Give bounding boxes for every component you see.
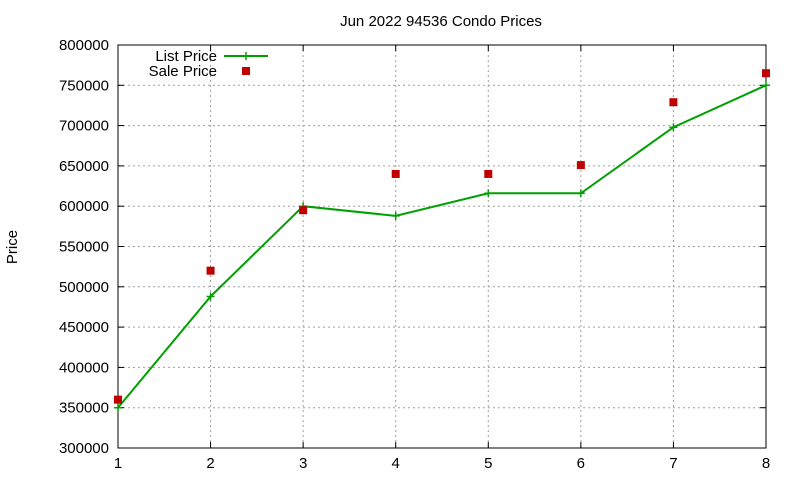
y-tick-label: 550000	[59, 239, 109, 256]
legend-label: Sale Price	[149, 63, 217, 80]
x-tick-label: 6	[577, 455, 585, 472]
y-axis-label: Price	[4, 230, 21, 264]
x-tick-label: 2	[206, 455, 214, 472]
y-tick-label: 750000	[59, 77, 109, 94]
list-price-point	[762, 81, 770, 90]
y-tick-label: 400000	[59, 359, 109, 376]
sale-price-point	[391, 169, 400, 178]
y-tick-label: 700000	[59, 118, 109, 135]
list-price-line	[117, 84, 767, 409]
list-price-point	[484, 189, 493, 198]
x-tick-label: 4	[392, 455, 400, 472]
sale-price-point	[484, 169, 493, 178]
sale-price-point	[762, 69, 770, 78]
y-tick-label: 500000	[59, 279, 109, 296]
x-tick-label: 1	[114, 455, 122, 472]
x-tick-label: 7	[669, 455, 677, 472]
y-tick-label: 600000	[59, 198, 109, 215]
y-tick-labels: 300000 350000 400000 450000 500000 550000 6000…	[59, 37, 109, 457]
x-tick-label: 5	[484, 455, 492, 472]
x-tick-label: 8	[762, 455, 770, 472]
y-tick-label: 650000	[59, 158, 109, 175]
axis-ticks	[117, 44, 767, 449]
list-price-point	[114, 403, 122, 412]
legend-swatch-cross	[242, 52, 250, 60]
grid	[118, 45, 766, 448]
legend-swatch-square	[242, 67, 250, 75]
y-tick-label: 800000	[59, 37, 109, 54]
sale-price-point	[669, 98, 678, 107]
x-tick-labels: 1 2 3 4 5 6 7 8	[114, 455, 770, 472]
sale-price-point	[299, 206, 308, 215]
legend-label: List Price	[155, 48, 217, 65]
y-tick-label: 350000	[59, 400, 109, 417]
series-group	[114, 69, 770, 412]
x-tick-label: 3	[299, 455, 307, 472]
sale-price-point	[114, 395, 122, 404]
list-price-point	[669, 123, 678, 132]
y-tick-label: 450000	[59, 319, 109, 336]
list-price-point	[206, 292, 215, 301]
chart-title: Jun 2022 94536 Condo Prices	[340, 13, 542, 30]
list-price-point	[391, 211, 400, 220]
sale-price-point	[206, 266, 215, 275]
y-tick-label: 300000	[59, 440, 109, 457]
list-price-point	[576, 189, 585, 198]
sale-price-point	[576, 161, 585, 170]
